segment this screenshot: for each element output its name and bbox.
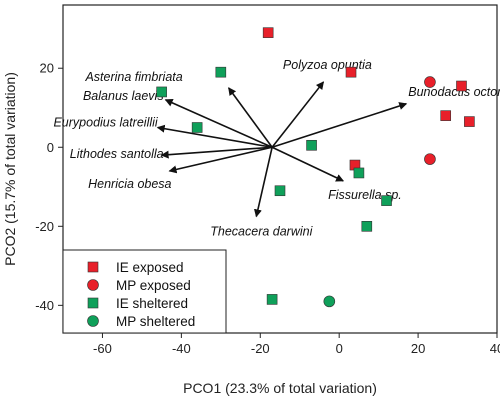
species-vector <box>160 146 273 159</box>
legend-entry-label: IE exposed <box>116 260 184 275</box>
species-vector <box>228 87 273 148</box>
legend-marker <box>87 279 99 291</box>
data-point <box>191 122 203 133</box>
species-vector <box>271 81 325 148</box>
species-vector-label: Balanus laevis <box>83 89 164 103</box>
data-point <box>464 116 475 127</box>
data-point <box>266 294 278 305</box>
legend-marker <box>87 315 99 327</box>
axis-ticks: -60 -40 -20 0 20 40 -40 -20 0 20 <box>35 61 500 356</box>
species-vector <box>271 146 345 182</box>
data-point <box>306 139 317 151</box>
data-point <box>215 66 227 78</box>
y-tick-label: 20 <box>40 61 54 76</box>
species-vector <box>164 99 273 148</box>
x-tick-label: 20 <box>411 341 425 356</box>
x-tick-label: 40 <box>490 341 500 356</box>
species-vector-label: Henricia obesa <box>88 177 171 191</box>
data-point <box>361 221 373 232</box>
y-tick-label: -40 <box>35 298 54 313</box>
x-tick-label: -20 <box>251 341 270 356</box>
species-vector-label: Thecacera darwini <box>210 224 313 238</box>
species-vector-label: Lithodes santolla <box>70 147 164 161</box>
x-tick-label: 0 <box>336 341 343 356</box>
y-axis-label: PCO2 (15.7% of total variation) <box>2 72 18 266</box>
data-point <box>323 295 336 308</box>
species-vector-label: Polyzoa opuntia <box>283 58 372 72</box>
legend-marker <box>87 261 99 273</box>
species-vector <box>253 147 273 218</box>
y-tick-label: -20 <box>35 219 54 234</box>
species-vector <box>156 124 273 149</box>
x-tick-label: -60 <box>93 341 112 356</box>
species-vectors: Asterina fimbriata Polyzoa opuntia Bunodac… <box>53 58 500 238</box>
data-point <box>353 167 365 179</box>
x-axis-label: PCO1 (23.3% of total variation) <box>183 380 377 396</box>
legend-entry-label: MP sheltered <box>116 314 195 329</box>
data-point <box>424 76 436 88</box>
x-tick-label: -40 <box>172 341 191 356</box>
data-point <box>381 195 392 206</box>
legend: IE exposed MP exposed IE sheltered MP shelt… <box>62 249 227 334</box>
y-tick-label: 0 <box>47 140 54 155</box>
data-point <box>440 110 452 121</box>
legend-marker <box>87 297 99 309</box>
data-points <box>156 27 475 308</box>
legend-entry-label: IE sheltered <box>116 296 188 311</box>
legend-entry-label: MP exposed <box>116 278 191 293</box>
data-point <box>262 27 274 38</box>
species-vector-label: Eurypodius latreillii <box>53 116 158 130</box>
data-point <box>345 66 357 78</box>
data-point <box>274 185 286 197</box>
plot-frame <box>62 4 498 334</box>
species-vector <box>168 146 273 174</box>
species-vector-label: Asterina fimbriata <box>84 70 182 84</box>
data-point <box>424 153 436 165</box>
species-vector-label: Bunodactis octoradiata <box>408 85 500 99</box>
species-vector <box>271 102 408 149</box>
data-point <box>456 80 467 92</box>
data-point <box>156 86 167 98</box>
